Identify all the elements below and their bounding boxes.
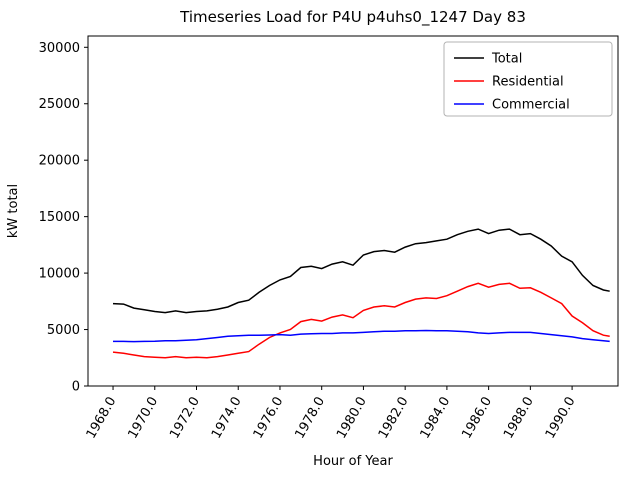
x-tick-label: 1986.0 [459,394,495,441]
x-tick-label: 1972.0 [167,395,203,442]
y-axis-label: kW total [6,184,21,238]
y-tick-label: 20000 [39,154,80,169]
y-tick-label: 5000 [47,323,80,338]
x-tick-label: 1970.0 [125,395,161,442]
y-tick-label: 25000 [39,97,80,112]
y-tick-label: 0 [72,380,80,395]
legend-label-commercial: Commercial [492,98,570,113]
series-total-line [112,228,610,314]
x-tick-label: 1974.0 [209,395,245,442]
x-axis-label: Hour of Year [313,454,393,469]
y-tick-label: 15000 [39,210,80,225]
plot-area: 1968.0 1970.0 1972.0 1974.0 1976.0 1978.0 1980… [39,35,619,442]
x-tick-label: 1988.0 [501,395,537,442]
legend-box [443,41,613,117]
x-tick-label: 1980.0 [334,395,370,442]
series-commercial-line [113,329,610,343]
x-tick-label: 1968.0 [84,395,120,442]
y-tick-label: 30000 [39,41,80,56]
x-tick-label: 1984.0 [418,395,454,442]
x-tick-label: 1982.0 [376,395,412,442]
series-residential-line [112,282,610,359]
x-tick-label: 1990.0 [543,395,579,442]
legend-label-total: Total [491,52,522,67]
x-tick-label: 1976.0 [251,395,287,442]
y-tick-label: 10000 [39,267,80,282]
chart-title: Timeseries Load for P4U p4uhs0_1247 Day … [179,8,526,27]
plot-border [87,35,619,387]
x-tick-label: 1978.0 [292,395,328,442]
legend-label-residential: Residential [492,75,564,90]
